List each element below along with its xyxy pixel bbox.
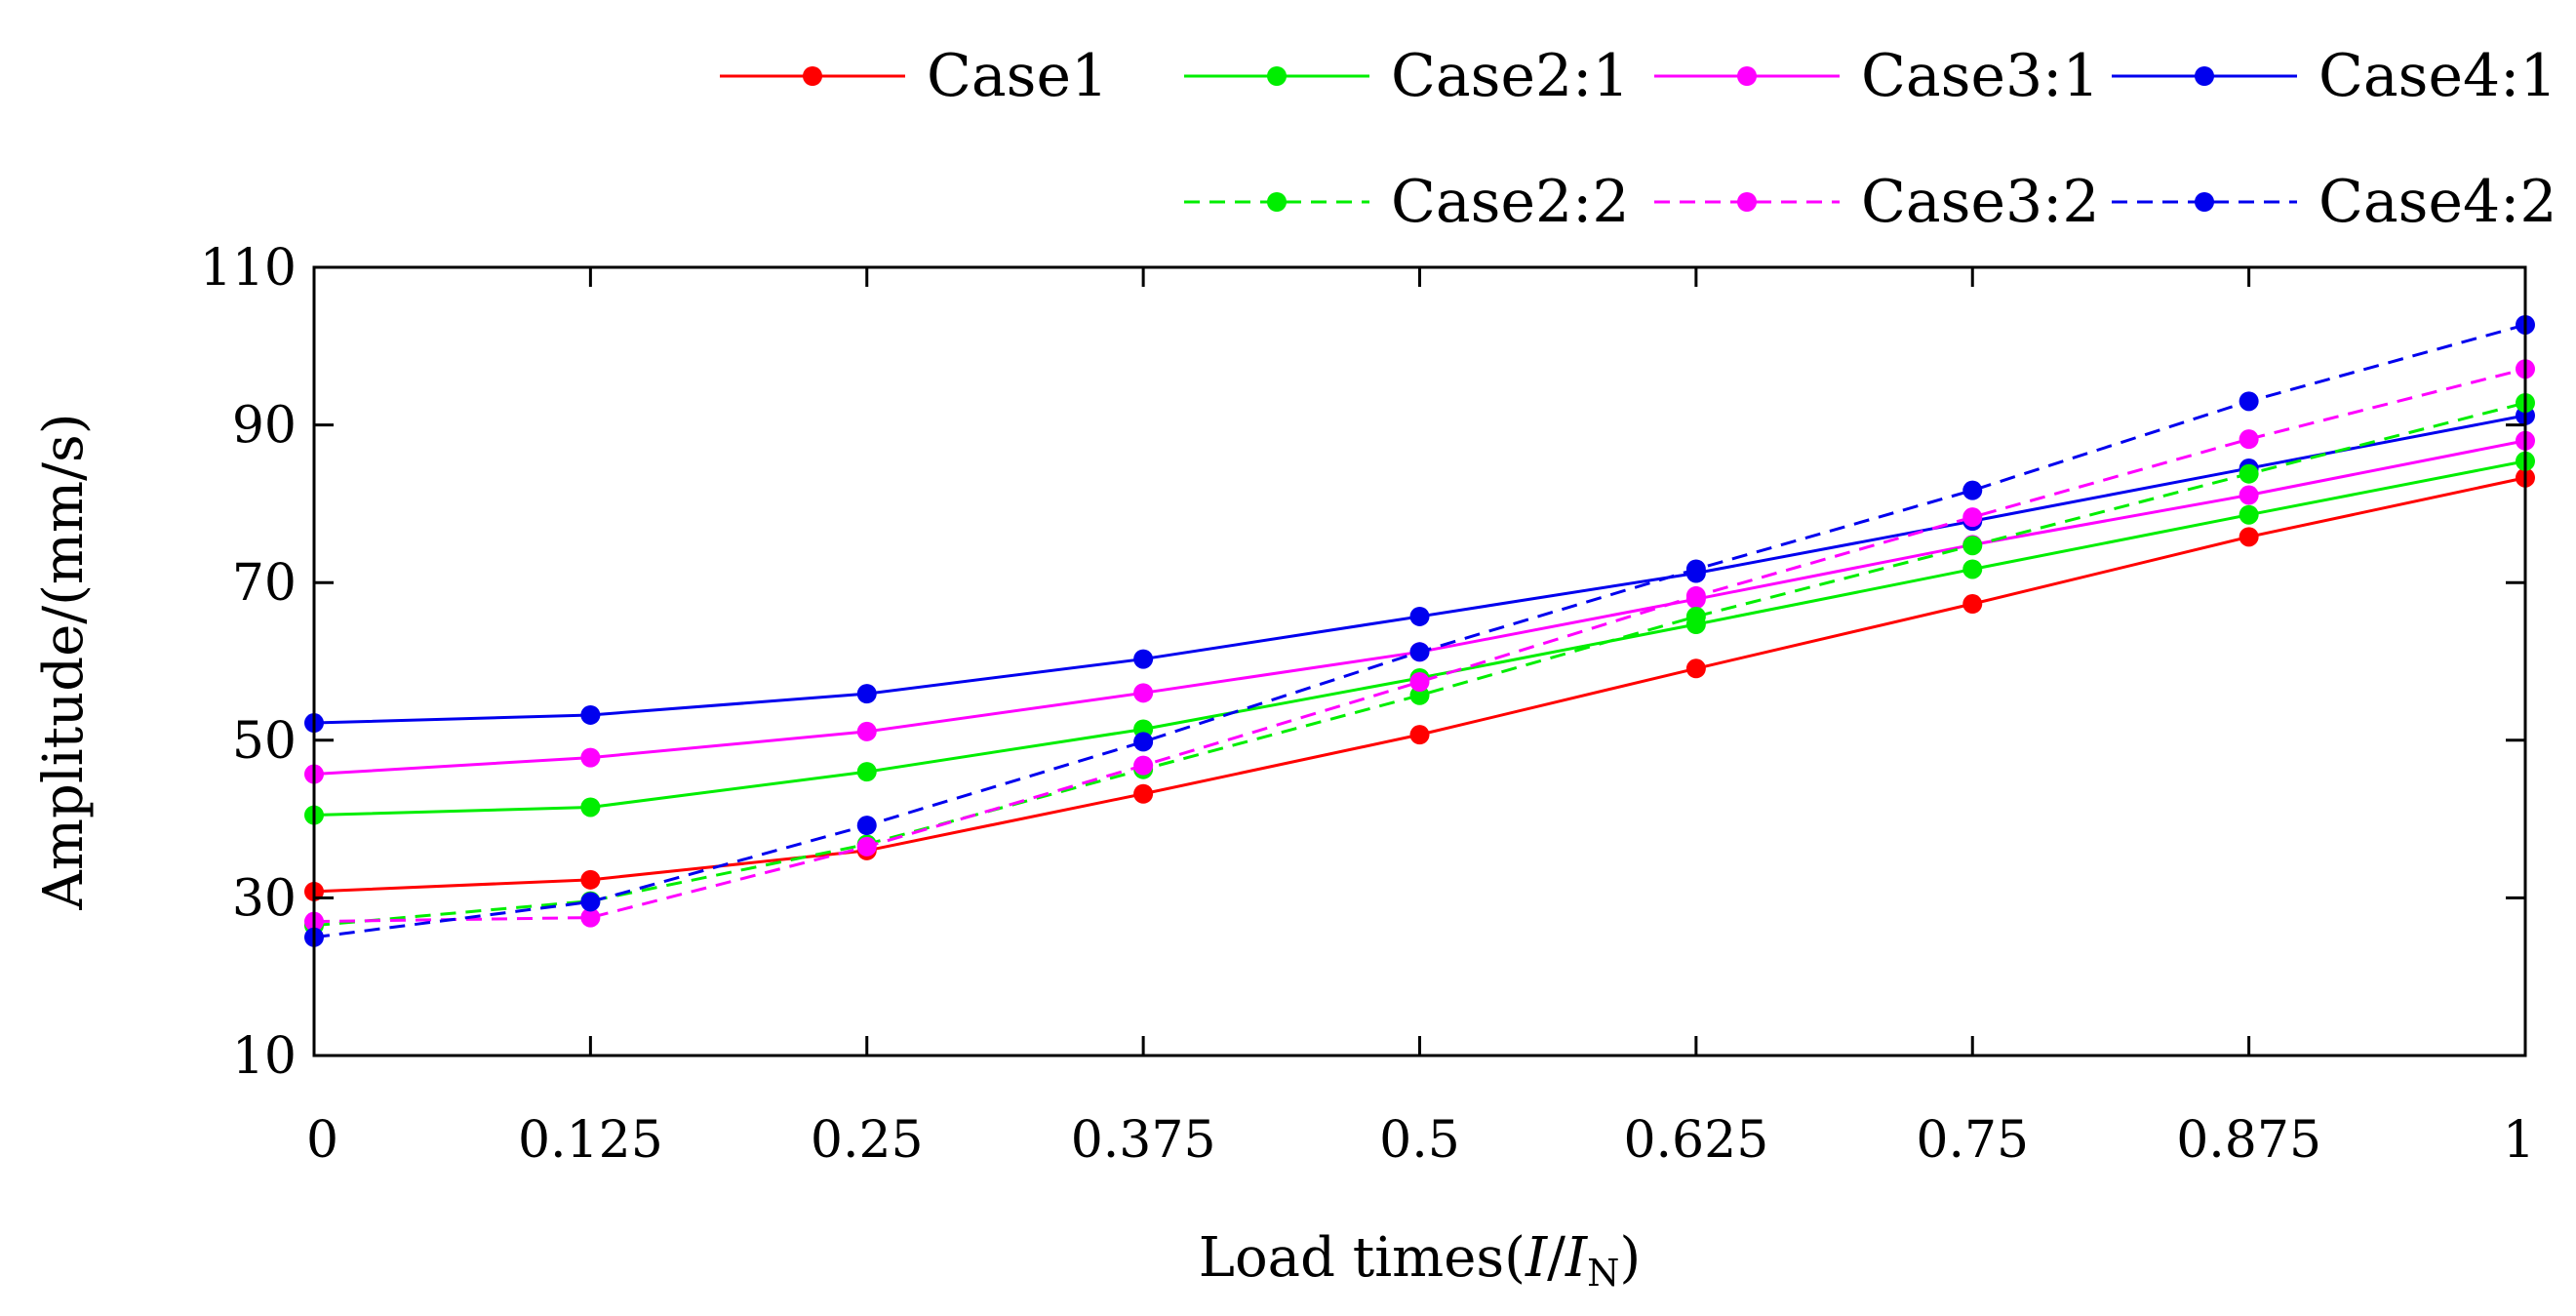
x-tick-label: 0.875 bbox=[2176, 1111, 2321, 1170]
y-tick-label: 10 bbox=[232, 1027, 297, 1086]
y-tick-label: 90 bbox=[232, 397, 297, 456]
data-point bbox=[1962, 536, 1983, 556]
data-point bbox=[1409, 725, 1430, 745]
data-point bbox=[1962, 480, 1983, 500]
series-case2-2 bbox=[304, 392, 2535, 936]
x-axis-title-subscript: N bbox=[1587, 1252, 1619, 1295]
data-point bbox=[1962, 559, 1983, 579]
legend-marker bbox=[1267, 192, 1287, 212]
series-line bbox=[313, 367, 2526, 924]
legend-marker bbox=[1737, 192, 1757, 212]
data-point bbox=[1409, 672, 1430, 693]
data-point bbox=[580, 704, 601, 725]
legend-label: Case2:1 bbox=[1391, 42, 1630, 110]
data-point bbox=[856, 816, 877, 836]
x-axis-title: Load times(I/IN) bbox=[1199, 1226, 1641, 1295]
series-line bbox=[313, 459, 2526, 818]
legend-label: Case4:1 bbox=[2318, 42, 2557, 110]
data-point bbox=[1409, 685, 1430, 705]
y-tick-label: 50 bbox=[232, 712, 297, 771]
x-axis-title-prefix: Load times( bbox=[1199, 1226, 1526, 1290]
data-point bbox=[580, 892, 601, 912]
data-point bbox=[1409, 606, 1430, 626]
legend-item: Case3:2 bbox=[1654, 168, 2100, 236]
x-axis-title-suffix: ) bbox=[1619, 1226, 1641, 1290]
data-point bbox=[580, 747, 601, 768]
y-axis-title: Amplitude/(mm/s) bbox=[32, 413, 96, 910]
legend-label: Case2:2 bbox=[1391, 168, 1630, 236]
x-tick-label: 0.625 bbox=[1623, 1111, 1768, 1170]
y-tick-label: 30 bbox=[232, 869, 297, 928]
data-point bbox=[580, 797, 601, 818]
legend-label: Case1 bbox=[927, 42, 1108, 110]
x-tick-label: 0.5 bbox=[1379, 1111, 1460, 1170]
data-point bbox=[856, 836, 877, 857]
x-axis: 0 0.125 0.25 0.375 0.5 0.625 0.75 0.875 1 bbox=[306, 267, 2535, 1170]
y-tick-label: 110 bbox=[200, 239, 297, 298]
legend-marker bbox=[2195, 66, 2214, 86]
legend: Case1 Case2:1 Case3:1 Case4:1 Case2:2 Case3:2… bbox=[720, 42, 2557, 236]
x-tick-label: 0.375 bbox=[1071, 1111, 1216, 1170]
data-point bbox=[856, 684, 877, 704]
data-point bbox=[856, 762, 877, 782]
data-point bbox=[2239, 463, 2259, 484]
plot-series bbox=[304, 314, 2535, 947]
legend-item: Case4:1 bbox=[2112, 42, 2557, 110]
data-point bbox=[1133, 783, 1154, 804]
legend-item: Case3:1 bbox=[1654, 42, 2100, 110]
legend-marker bbox=[2195, 192, 2214, 212]
data-point bbox=[1962, 507, 1983, 528]
data-point bbox=[1685, 559, 1706, 579]
data-point bbox=[580, 907, 601, 928]
legend-label: Case3:2 bbox=[1861, 168, 2100, 236]
legend-marker bbox=[803, 66, 822, 86]
legend-marker bbox=[1737, 66, 1757, 86]
series-line bbox=[313, 323, 2526, 939]
data-point bbox=[1133, 649, 1154, 669]
series-case3-2 bbox=[304, 359, 2535, 932]
x-tick-label: 1 bbox=[2503, 1111, 2535, 1170]
data-point bbox=[1133, 732, 1154, 752]
series-line bbox=[313, 401, 2526, 928]
data-point bbox=[1685, 658, 1706, 679]
data-point bbox=[2239, 391, 2259, 412]
legend-item: Case1 bbox=[720, 42, 1108, 110]
legend-label: Case4:2 bbox=[2318, 168, 2557, 236]
legend-item: Case4:2 bbox=[2112, 168, 2557, 236]
x-tick-label: 0.75 bbox=[1916, 1111, 2029, 1170]
data-point bbox=[580, 869, 601, 890]
data-point bbox=[1133, 683, 1154, 703]
legend-item: Case2:2 bbox=[1184, 168, 1630, 236]
x-axis-title-i: I bbox=[1525, 1226, 1549, 1290]
x-tick-label: 0.125 bbox=[518, 1111, 663, 1170]
series-case2-1 bbox=[304, 451, 2535, 825]
x-axis-title-in: I bbox=[1565, 1226, 1589, 1290]
legend-label: Case3:1 bbox=[1861, 42, 2100, 110]
y-tick-label: 70 bbox=[232, 554, 297, 613]
data-point bbox=[1962, 594, 1983, 615]
data-point bbox=[856, 721, 877, 741]
x-tick-label: 0.25 bbox=[811, 1111, 924, 1170]
x-tick-label: 0 bbox=[306, 1111, 338, 1170]
data-point bbox=[2239, 527, 2259, 547]
data-point bbox=[2239, 485, 2259, 505]
legend-marker bbox=[1267, 66, 1287, 86]
data-point bbox=[1685, 606, 1706, 626]
data-point bbox=[2239, 429, 2259, 450]
legend-item: Case2:1 bbox=[1184, 42, 1630, 110]
data-point bbox=[1685, 585, 1706, 606]
y-axis: 10 30 50 70 90 110 bbox=[200, 239, 2525, 1086]
data-point bbox=[1409, 642, 1430, 662]
data-point bbox=[1133, 755, 1154, 776]
series-case4-2 bbox=[304, 314, 2535, 947]
data-point bbox=[2239, 504, 2259, 525]
x-axis-title-slash: / bbox=[1547, 1226, 1565, 1290]
